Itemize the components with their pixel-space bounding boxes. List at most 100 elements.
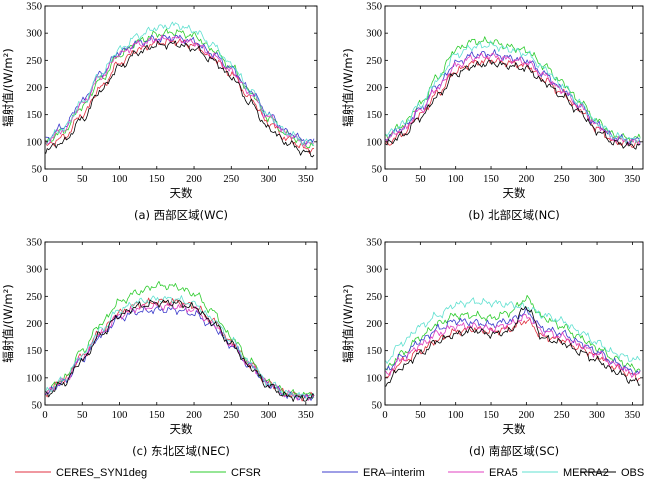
chart-panel-3: 0 50 100 150 200 250 300 3505010015020025030035… — [1, 238, 318, 458]
legend-label: CERES_SYN1deg — [56, 467, 147, 479]
y-tick-label: 300 — [366, 265, 382, 276]
y-tick-label: 300 — [26, 265, 42, 276]
panel-caption: (c) 东北区域(NEC) — [132, 444, 230, 458]
legend-label: OBS — [621, 467, 644, 479]
x-tick-label: 0 — [382, 410, 387, 421]
x-tick-label: 300 — [589, 174, 605, 185]
series-line-ceres-syn1deg — [45, 37, 315, 154]
series-line-ceres-syn1deg — [385, 57, 641, 148]
x-tick-label: 150 — [483, 174, 499, 185]
series-line-cfsr — [45, 280, 315, 400]
x-tick-label: 50 — [77, 174, 88, 185]
series-line-merra2 — [45, 295, 315, 400]
y-tick-label: 150 — [366, 110, 382, 121]
series-line-ceres-syn1deg — [385, 317, 641, 382]
x-tick-label: 200 — [186, 174, 202, 185]
panel-caption: (d) 南部区域(SC) — [469, 444, 559, 458]
y-tick-label: 100 — [366, 137, 382, 148]
plot-frame — [44, 5, 318, 170]
legend-label: ERA5 — [489, 467, 518, 479]
y-tick-label: 100 — [26, 137, 42, 148]
series-line-era-interim — [45, 34, 315, 145]
legend-item-era5: ERA5 — [448, 467, 518, 479]
y-tick-label: 200 — [366, 319, 382, 330]
y-tick-label: 200 — [26, 83, 42, 94]
legend-label: MERRA2 — [563, 467, 609, 479]
y-tick-label: 250 — [366, 292, 382, 303]
series-line-era5 — [385, 52, 641, 146]
x-tick-label: 50 — [415, 174, 426, 185]
y-tick-label: 300 — [26, 29, 42, 40]
panel-caption: (a) 西部区域(WC) — [134, 208, 228, 222]
y-tick-label: 300 — [366, 29, 382, 40]
y-tick-label: 250 — [26, 56, 42, 67]
legend-item-obs: OBS — [580, 467, 644, 479]
y-tick-label: 50 — [372, 401, 383, 412]
y-tick-label: 200 — [366, 83, 382, 94]
y-axis-label: 辐射值/(W/m²) — [1, 284, 15, 362]
x-tick-label: 50 — [415, 410, 426, 421]
y-axis-label: 辐射值/(W/m²) — [341, 284, 355, 362]
x-tick-label: 200 — [186, 410, 202, 421]
y-tick-label: 150 — [26, 346, 42, 357]
series-line-merra2 — [385, 297, 641, 364]
series-line-obs — [45, 299, 315, 402]
plot-frame — [44, 241, 318, 406]
x-tick-label: 300 — [261, 174, 277, 185]
x-axis-label: 天数 — [170, 186, 193, 200]
x-tick-label: 300 — [261, 410, 277, 421]
y-tick-label: 250 — [26, 292, 42, 303]
series-line-obs — [385, 306, 641, 387]
x-tick-label: 0 — [42, 174, 47, 185]
x-tick-label: 50 — [77, 410, 88, 421]
x-tick-label: 350 — [298, 174, 314, 185]
series-line-era5 — [45, 301, 315, 401]
series-line-obs — [45, 40, 315, 158]
x-tick-label: 100 — [448, 174, 464, 185]
y-tick-label: 150 — [26, 110, 42, 121]
x-tick-label: 100 — [448, 410, 464, 421]
legend: CERES_SYN1deg CFSR ERA–interim ERA5 MERRA2 OB… — [15, 467, 644, 479]
x-tick-label: 250 — [554, 174, 570, 185]
legend-item-era-interim: ERA–interim — [322, 467, 425, 479]
series-line-merra2 — [45, 21, 315, 147]
y-axis-label: 辐射值/(W/m²) — [1, 48, 15, 126]
y-tick-label: 200 — [26, 319, 42, 330]
y-tick-label: 100 — [26, 373, 42, 384]
x-tick-label: 250 — [223, 410, 239, 421]
legend-label: ERA–interim — [363, 467, 425, 479]
x-tick-label: 150 — [149, 174, 165, 185]
x-tick-label: 0 — [382, 174, 387, 185]
series-line-cfsr — [385, 36, 641, 144]
series-line-era-interim — [385, 49, 641, 145]
x-tick-label: 350 — [625, 174, 641, 185]
plot-frame — [384, 5, 644, 170]
y-tick-label: 100 — [366, 373, 382, 384]
x-tick-label: 0 — [42, 410, 47, 421]
panel-caption: (b) 北部区域(NC) — [468, 208, 560, 222]
legend-item-ceres-syn1deg: CERES_SYN1deg — [15, 467, 147, 479]
y-tick-label: 50 — [32, 165, 43, 176]
y-tick-label: 150 — [366, 346, 382, 357]
series-line-cfsr — [385, 294, 641, 373]
y-tick-label: 350 — [366, 2, 382, 13]
legend-label: CFSR — [231, 467, 261, 479]
x-tick-label: 250 — [223, 174, 239, 185]
series-line-era5 — [45, 34, 315, 148]
x-tick-label: 100 — [112, 174, 128, 185]
series-line-merra2 — [385, 40, 641, 144]
series-line-era5 — [385, 313, 641, 378]
x-tick-label: 200 — [518, 174, 534, 185]
y-tick-label: 350 — [366, 238, 382, 249]
x-axis-label: 天数 — [503, 186, 526, 200]
legend-item-merra2: MERRA2 — [522, 467, 609, 479]
series-line-era-interim — [385, 308, 641, 376]
x-tick-label: 250 — [554, 410, 570, 421]
y-tick-label: 350 — [26, 238, 42, 249]
x-tick-label: 300 — [589, 410, 605, 421]
chart-panel-2: 0 50 100 150 200 250 300 3505010015020025030035… — [341, 2, 644, 222]
legend-item-cfsr: CFSR — [190, 467, 261, 479]
x-axis-label: 天数 — [170, 422, 193, 436]
x-tick-label: 200 — [518, 410, 534, 421]
